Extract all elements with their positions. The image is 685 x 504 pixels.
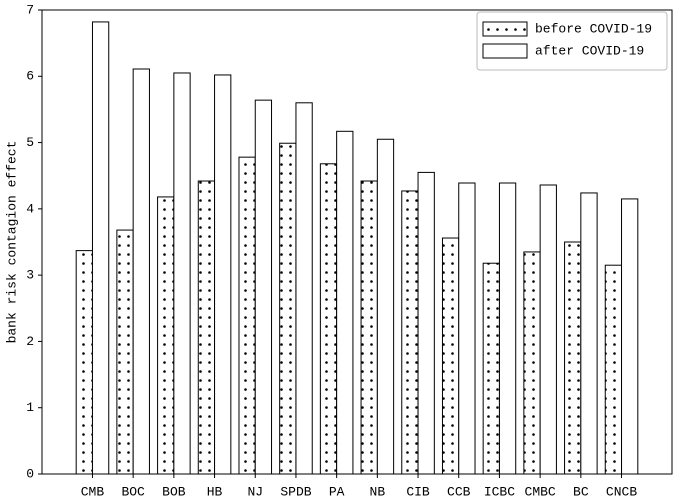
- bar: [319, 163, 338, 475]
- bar: [238, 156, 256, 475]
- y-tick-label: 1: [26, 400, 34, 415]
- bar: [401, 190, 419, 475]
- bar: [197, 180, 216, 475]
- bar: [116, 229, 134, 475]
- x-tick-label: CIB: [406, 484, 430, 499]
- bar: [254, 99, 273, 475]
- bar: [376, 138, 395, 475]
- bar: [580, 192, 598, 475]
- bar: [523, 251, 541, 475]
- bar: [91, 21, 110, 475]
- y-tick-label: 4: [26, 201, 34, 216]
- bar: [360, 180, 378, 475]
- y-tick-label: 0: [26, 466, 34, 481]
- x-tick-label: ICBC: [484, 484, 515, 499]
- legend-label: after COVID-19: [535, 43, 644, 58]
- bar: [539, 184, 557, 475]
- bar: [214, 74, 232, 475]
- x-tick-label: NJ: [247, 484, 263, 499]
- x-tick-label: CCB: [447, 484, 471, 499]
- x-tick-label: HB: [207, 484, 223, 499]
- bar: [295, 102, 313, 475]
- x-tick-label: NB: [370, 484, 386, 499]
- legend: before COVID-19 after COVID-19: [476, 11, 668, 71]
- bar: [132, 68, 150, 475]
- y-axis-label: bank risk contagion effect: [4, 141, 19, 344]
- x-tick-label: SPDB: [280, 484, 311, 499]
- y-tick-label: 5: [26, 135, 34, 150]
- bar: [157, 196, 175, 475]
- bar: [336, 130, 354, 475]
- legend-label: before COVID-19: [535, 21, 652, 36]
- bar: [173, 72, 191, 475]
- legend-swatch: [482, 21, 528, 37]
- bar: [564, 241, 582, 475]
- x-tick-label: CMB: [81, 484, 105, 499]
- y-tick-label: 2: [26, 334, 34, 349]
- legend-swatch: [482, 43, 528, 59]
- x-tick-label: CMBC: [525, 484, 556, 499]
- bar: [279, 142, 297, 475]
- x-tick-label: BC: [573, 484, 589, 499]
- bar: [482, 262, 500, 475]
- bar: [417, 171, 435, 475]
- y-tick-label: 6: [26, 69, 34, 84]
- bar: [604, 264, 623, 475]
- y-tick-label: 7: [26, 2, 34, 17]
- x-tick-label: CNCB: [606, 484, 637, 499]
- bar: [75, 250, 93, 475]
- bar: [621, 198, 639, 475]
- plot-frame: [41, 9, 673, 475]
- bar: [441, 237, 460, 475]
- bar: [498, 182, 517, 475]
- x-tick-label: BOB: [162, 484, 186, 499]
- bar: [458, 182, 476, 475]
- x-tick-label: BOC: [121, 484, 145, 499]
- x-tick-label: PA: [329, 484, 345, 499]
- y-tick-label: 3: [26, 268, 34, 283]
